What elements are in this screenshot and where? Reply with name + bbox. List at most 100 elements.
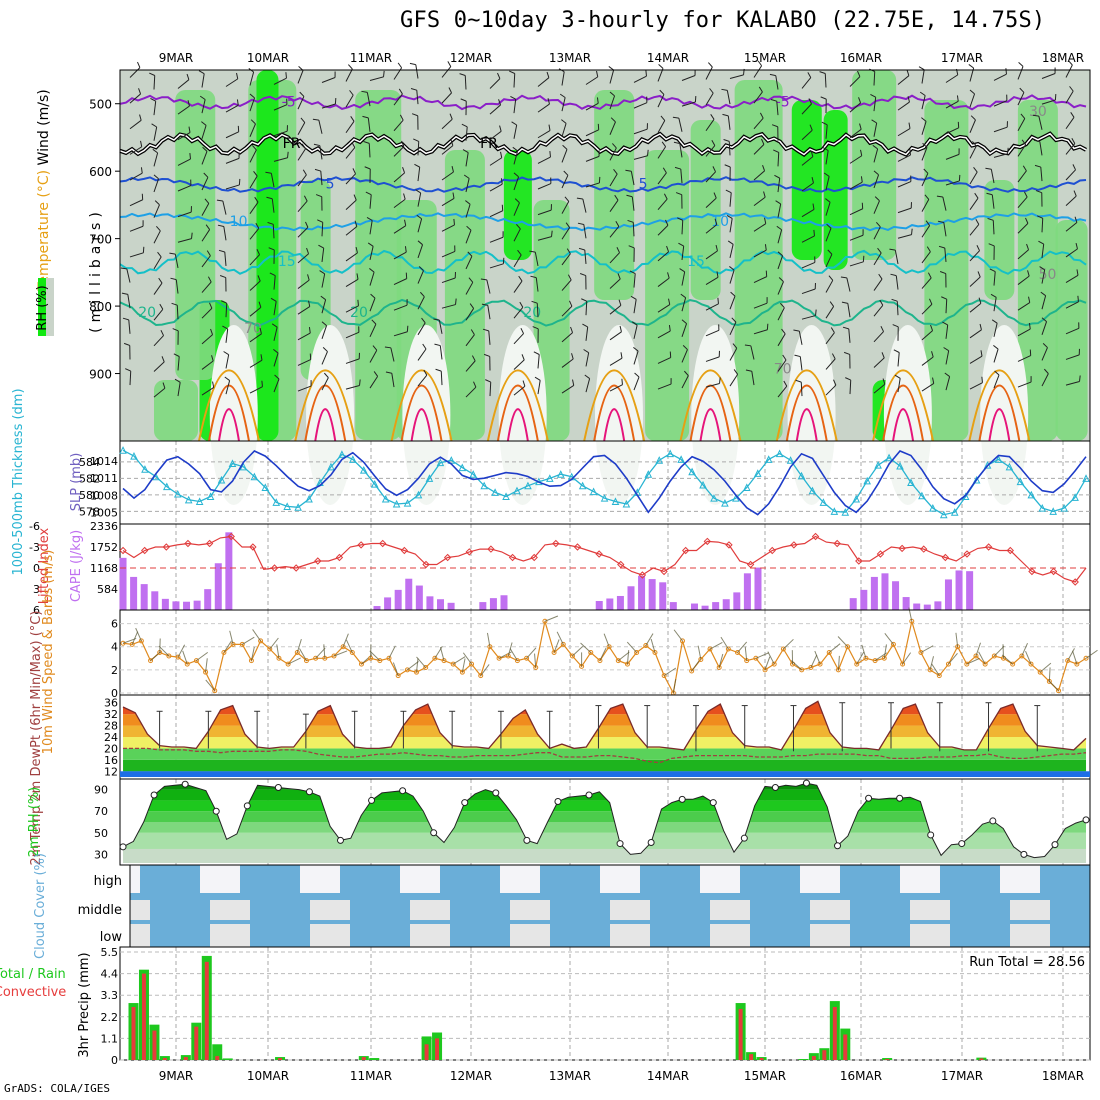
wind-barb: [441, 66, 452, 78]
wind-barb: [921, 303, 933, 315]
wind-barb: [135, 627, 142, 642]
wind-marker: [524, 655, 530, 661]
wind-barb-flag: [610, 117, 616, 123]
wind-barb: [837, 655, 840, 670]
wind-barb: [561, 305, 573, 317]
wind-barb-flag: [577, 222, 584, 225]
wind-barb: [944, 247, 947, 262]
wind-barb: [897, 75, 910, 85]
wind-barb: [1017, 355, 1031, 362]
wind-barb: [391, 373, 395, 388]
wind-barb: [705, 329, 720, 337]
wind-barb-flag: [1019, 87, 1025, 93]
wind-barb: [1017, 144, 1027, 157]
wind-barb: [129, 199, 143, 207]
precip-convective-bar: [215, 1056, 220, 1060]
wind-axis-label: 10m Wind Speed & Barbs (m/s): [41, 550, 56, 755]
wind-barb: [487, 305, 491, 320]
wind-barb: [561, 358, 574, 368]
thickness-marker: [841, 508, 850, 516]
thickness-marker: [272, 498, 281, 506]
wind-barb: [825, 228, 832, 242]
isotherm-t_30: [882, 384, 925, 442]
wind-barb: [201, 99, 206, 114]
wind-barb: [897, 207, 912, 214]
cloud-gap: [930, 900, 940, 920]
precip-convective-bar: [152, 1030, 157, 1060]
thickness-marker: [1082, 474, 1090, 482]
wind-barb: [561, 227, 571, 240]
wind-barb: [753, 302, 768, 309]
wind-barb-flag: [773, 149, 779, 153]
isotherm-t_25: [486, 369, 549, 442]
wind-barb-flag: [204, 198, 210, 204]
wind-marker: [441, 658, 447, 664]
contour-label: 15: [278, 254, 296, 270]
thickness-marker: [786, 456, 795, 464]
wind-barb: [333, 650, 348, 657]
wind-barb-flag: [1023, 191, 1028, 198]
wind-barb-flag: [409, 62, 416, 66]
cape-bar: [913, 603, 921, 610]
thickness-marker: [480, 481, 488, 490]
cloud-gap: [440, 924, 450, 947]
isotherm-t_35: [988, 408, 1011, 442]
wind-barb: [417, 167, 421, 182]
wind-barb: [480, 664, 490, 676]
cape-bar: [161, 598, 169, 610]
wind-barb: [705, 171, 716, 183]
wind-barb: [177, 238, 192, 243]
cloud-gap: [910, 900, 920, 920]
wind-barb: [584, 249, 587, 264]
wind-barb: [297, 96, 305, 110]
wind-barb-flag: [531, 300, 538, 304]
lifted-marker: [638, 571, 647, 579]
contour-label: 10: [230, 214, 248, 230]
wind-barb: [297, 70, 304, 84]
wind-barb: [825, 124, 828, 139]
lifted-marker: [768, 546, 776, 555]
cloud-gap: [730, 900, 740, 920]
wind-marker: [817, 661, 823, 667]
wind-barb: [681, 375, 689, 389]
cloud-gap: [840, 924, 850, 947]
wind-barb-flag: [253, 170, 258, 177]
wind-marker: [679, 638, 685, 644]
wind-barb-flag: [260, 354, 263, 361]
thickness-marker: [206, 492, 215, 501]
cloud-gap: [240, 900, 250, 920]
precip-total-bar: [212, 1044, 223, 1060]
wind-barb: [153, 282, 163, 295]
thickness-marker: [622, 499, 631, 508]
wind-barb: [249, 254, 260, 266]
wind-barb: [705, 250, 718, 260]
wind-marker: [918, 650, 924, 655]
wind-barb-flag: [1069, 86, 1074, 92]
wind-barb-flag: [842, 326, 849, 330]
wind-barb: [897, 352, 900, 367]
cloud-gap: [240, 924, 250, 947]
cape-bar: [415, 585, 423, 610]
wind-barb-flag: [482, 328, 489, 332]
wind-barb-flag: [287, 151, 289, 158]
precip-convective-bar: [843, 1034, 848, 1060]
wind-barb: [1017, 118, 1026, 131]
lifted-marker: [941, 553, 950, 562]
wind-barb-flag: [551, 230, 553, 237]
wind-barb: [921, 251, 931, 264]
wind-barb-flag: [1076, 269, 1079, 276]
wind-barb-flag: [582, 323, 588, 328]
wind-barb: [921, 199, 930, 212]
wind-barb: [657, 68, 664, 82]
wind-marker: [588, 650, 594, 655]
thickness-marker: [228, 459, 237, 468]
wind-barb: [846, 277, 851, 292]
wind-barb: [153, 101, 157, 116]
wind-barb-flag: [659, 89, 665, 95]
wind-barb-flag: [857, 70, 861, 77]
wind-barb: [993, 271, 996, 286]
wind-barb: [452, 656, 466, 665]
cloud-gap: [510, 900, 520, 920]
cloud-gap: [640, 924, 650, 947]
